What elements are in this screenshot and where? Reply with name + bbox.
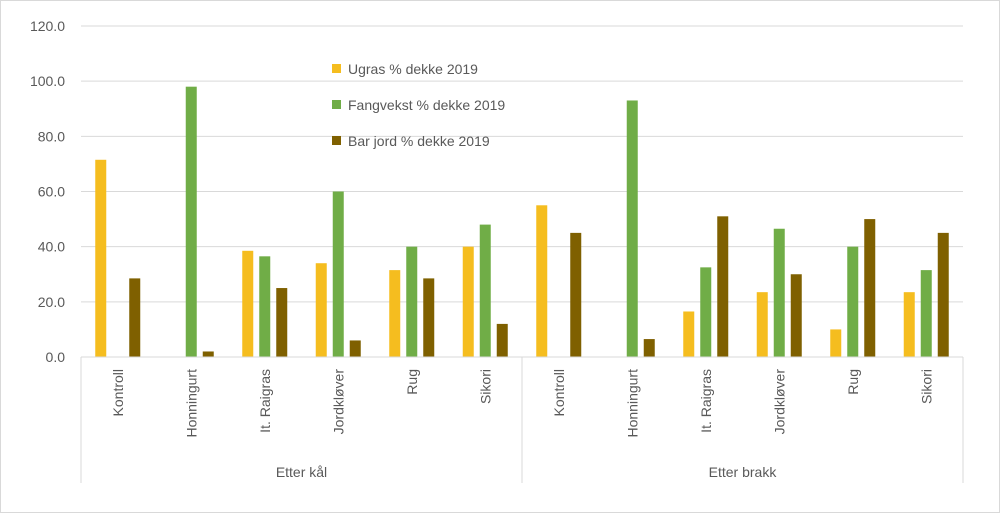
bar — [717, 216, 729, 357]
bar — [389, 270, 401, 357]
bar — [643, 339, 655, 357]
bar — [315, 263, 327, 357]
y-axis: 0.0 20.0 40.0 60.0 80.0 100.0 120.0 — [30, 18, 65, 365]
bar — [129, 278, 141, 357]
bar — [700, 267, 712, 357]
bar — [259, 256, 271, 357]
legend: Ugras % dekke 2019 Fangvekst % dekke 2019… — [332, 61, 505, 149]
bar — [830, 329, 842, 357]
category-label: Rug — [404, 369, 420, 395]
category-label: Sikori — [918, 369, 934, 404]
y-tick-label: 0.0 — [46, 349, 66, 365]
gridlines — [81, 25, 963, 358]
bar — [479, 224, 491, 357]
category-label: Kontroll — [551, 369, 567, 416]
category-label: Honningurt — [183, 369, 199, 438]
bar — [903, 292, 915, 357]
legend-swatch — [332, 100, 341, 109]
category-label: Honningurt — [624, 369, 640, 438]
bar — [276, 288, 288, 357]
y-tick-label: 60.0 — [38, 184, 65, 200]
y-tick-label: 120.0 — [30, 18, 65, 34]
bar — [462, 246, 474, 357]
bar — [406, 246, 418, 357]
y-tick-label: 80.0 — [38, 128, 65, 144]
bar — [864, 219, 876, 357]
bar — [683, 311, 695, 357]
bar — [349, 340, 361, 357]
bar — [920, 270, 932, 357]
category-label: It. Raigras — [698, 369, 714, 433]
legend-swatch — [332, 136, 341, 145]
legend-label: Fangvekst % dekke 2019 — [348, 97, 505, 113]
bars — [95, 86, 949, 357]
category-label: Rug — [845, 369, 861, 395]
bar — [95, 159, 107, 357]
bar — [242, 250, 254, 357]
group-label: Etter brakk — [709, 464, 778, 480]
y-tick-label: 40.0 — [38, 239, 65, 255]
legend-label: Bar jord % dekke 2019 — [348, 133, 490, 149]
legend-swatch — [332, 64, 341, 73]
category-label: Kontroll — [110, 369, 126, 416]
bar — [202, 351, 214, 357]
category-label: Sikori — [477, 369, 493, 404]
bar — [536, 205, 548, 357]
group-label: Etter kål — [276, 464, 327, 480]
y-tick-label: 100.0 — [30, 73, 65, 89]
bar — [570, 232, 582, 357]
category-label: Jordkløver — [771, 369, 787, 435]
bar — [626, 100, 638, 357]
bar — [423, 278, 435, 357]
x-axis: Kontroll Honningurt It. Raigras Jordkløver R… — [80, 356, 964, 483]
bar — [773, 228, 785, 357]
bar — [790, 274, 802, 357]
legend-label: Ugras % dekke 2019 — [348, 61, 478, 77]
bar — [185, 86, 197, 357]
bar — [496, 323, 508, 357]
bar — [937, 232, 949, 357]
bar — [847, 246, 859, 357]
category-label: Jordkløver — [330, 369, 346, 435]
bar — [332, 191, 344, 357]
y-tick-label: 20.0 — [38, 294, 65, 310]
category-label: It. Raigras — [257, 369, 273, 433]
bar — [756, 292, 768, 357]
